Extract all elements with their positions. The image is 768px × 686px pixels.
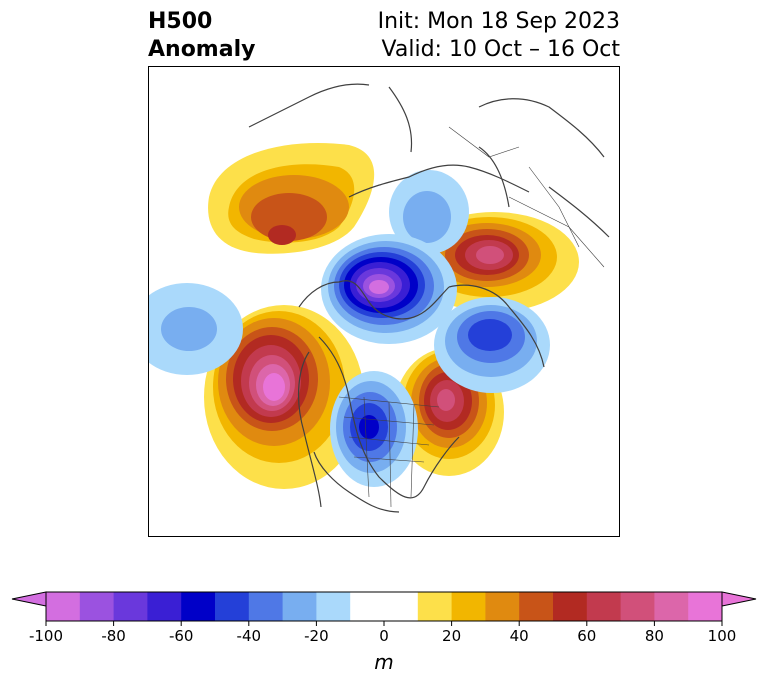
title-line-1: H500 — [148, 9, 213, 34]
anomaly-negative-n-europe — [389, 170, 469, 254]
init-date: Init: Mon 18 Sep 2023 — [377, 9, 620, 34]
colorbar-segment — [316, 592, 351, 621]
anomaly-negative-n-atlantic — [434, 297, 550, 393]
colorbar-tick-label: -100 — [28, 627, 64, 645]
colorbar-segment — [519, 592, 554, 621]
political-borders — [338, 126, 605, 508]
forecast-dates: Init: Mon 18 Sep 2023 Valid: 10 Oct – 16… — [378, 8, 620, 64]
colorbar-segment — [384, 592, 419, 621]
anomaly-negative-n-pacific — [149, 283, 243, 375]
colorbar — [11, 591, 757, 626]
anomaly-positive-east-siberia — [208, 142, 375, 254]
anomaly-negative-arctic — [321, 234, 457, 344]
valid-dates: Valid: 10 Oct – 16 Oct — [381, 37, 620, 62]
colorbar-segment — [586, 592, 622, 621]
colorbar-segment — [417, 592, 453, 621]
colorbar-segment — [350, 592, 385, 621]
colorbar-segment — [215, 592, 250, 621]
colorbar-segment — [113, 592, 148, 621]
map-title: H500 Anomaly — [148, 8, 255, 64]
colorbar-segment — [688, 592, 723, 621]
colorbar-tick-label: 40 — [509, 627, 529, 645]
colorbar-extend-low — [11, 591, 47, 607]
colorbar-unit-label: m — [374, 650, 394, 674]
colorbar-tick-label: 80 — [644, 627, 664, 645]
coastlines — [248, 83, 610, 513]
colorbar-tick-label: -40 — [236, 627, 262, 645]
colorbar-extend-high — [721, 591, 757, 607]
colorbar-segment — [46, 592, 81, 621]
anomaly-positive-ne-pacific — [204, 305, 364, 489]
colorbar-segment — [485, 592, 520, 621]
anomaly-negative-central-us — [330, 371, 418, 487]
colorbar-tick-label: 100 — [707, 627, 737, 645]
colorbar-segment — [79, 592, 115, 621]
colorbar-segment — [282, 592, 317, 621]
colorbar-segment — [553, 592, 588, 621]
colorbar-tick-label: 0 — [379, 627, 389, 645]
colorbar-segment — [181, 592, 216, 621]
colorbar-tick-label: -20 — [304, 627, 329, 645]
colorbar-segment — [248, 592, 284, 621]
colorbar-tick-label: 20 — [442, 627, 462, 645]
title-line-2: Anomaly — [148, 37, 256, 62]
colorbar-segment — [147, 592, 182, 621]
colorbar-segment — [451, 592, 486, 621]
colorbar-tick-label: -80 — [101, 627, 126, 645]
colorbar-tick-label: -60 — [168, 627, 194, 645]
colorbar-tick-label: 60 — [577, 627, 597, 645]
colorbar-segment — [620, 592, 655, 621]
colorbar-segment — [654, 592, 689, 621]
anomaly-map — [148, 66, 620, 537]
